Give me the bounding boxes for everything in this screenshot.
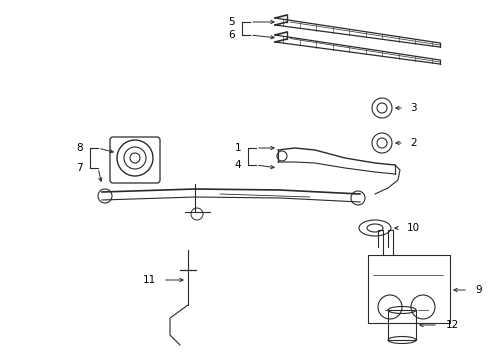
Text: 11: 11	[142, 275, 156, 285]
Text: 2: 2	[409, 138, 416, 148]
Text: 5: 5	[228, 17, 235, 27]
Text: 9: 9	[474, 285, 481, 295]
Text: 7: 7	[76, 163, 83, 173]
Text: 4: 4	[234, 160, 241, 170]
Text: 12: 12	[445, 320, 458, 330]
Text: 1: 1	[234, 143, 241, 153]
Text: 10: 10	[406, 223, 419, 233]
Bar	[367, 255, 449, 323]
Text: 3: 3	[409, 103, 416, 113]
Text: 6: 6	[228, 30, 235, 40]
Text: 8: 8	[76, 143, 83, 153]
